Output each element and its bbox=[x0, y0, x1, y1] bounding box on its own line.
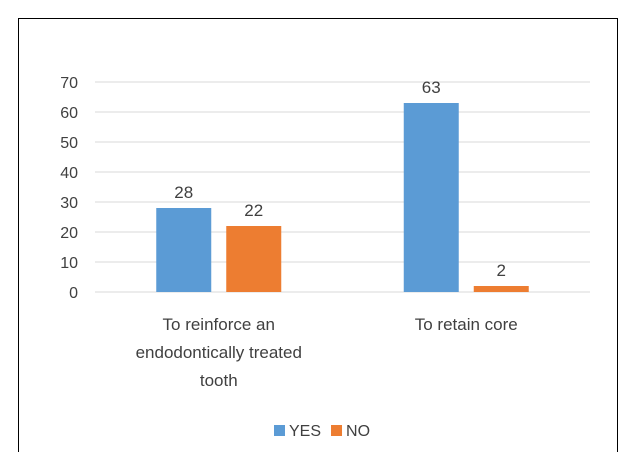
y-axis-ticks: 0 10 20 30 40 50 60 70 bbox=[60, 75, 78, 302]
legend-label-yes: YES bbox=[289, 423, 321, 440]
data-label: 63 bbox=[422, 78, 441, 97]
bars bbox=[156, 103, 529, 292]
category-label: tooth bbox=[200, 371, 238, 390]
data-label: 22 bbox=[244, 201, 263, 220]
legend-swatch-no bbox=[331, 425, 342, 436]
y-tick-label: 10 bbox=[60, 255, 78, 272]
legend-swatch-yes bbox=[274, 425, 285, 436]
bar-no bbox=[226, 226, 281, 292]
y-tick-label: 70 bbox=[60, 75, 78, 92]
y-tick-label: 40 bbox=[60, 165, 78, 182]
bar-no bbox=[474, 286, 529, 292]
bar-yes bbox=[404, 103, 459, 292]
legend: YES NO bbox=[274, 423, 370, 440]
data-label: 2 bbox=[497, 261, 506, 280]
y-tick-label: 60 bbox=[60, 105, 78, 122]
y-tick-label: 0 bbox=[69, 285, 78, 302]
y-tick-label: 50 bbox=[60, 135, 78, 152]
legend-label-no: NO bbox=[346, 423, 370, 440]
category-label: endodontically treated bbox=[136, 343, 302, 362]
data-label: 28 bbox=[174, 183, 193, 202]
y-tick-label: 20 bbox=[60, 225, 78, 242]
y-tick-label: 30 bbox=[60, 195, 78, 212]
category-label: To reinforce an bbox=[163, 315, 275, 334]
category-label: To retain core bbox=[415, 315, 518, 334]
x-axis-categories: To reinforce an endodontically treated too… bbox=[136, 315, 518, 390]
bar-yes bbox=[156, 208, 211, 292]
